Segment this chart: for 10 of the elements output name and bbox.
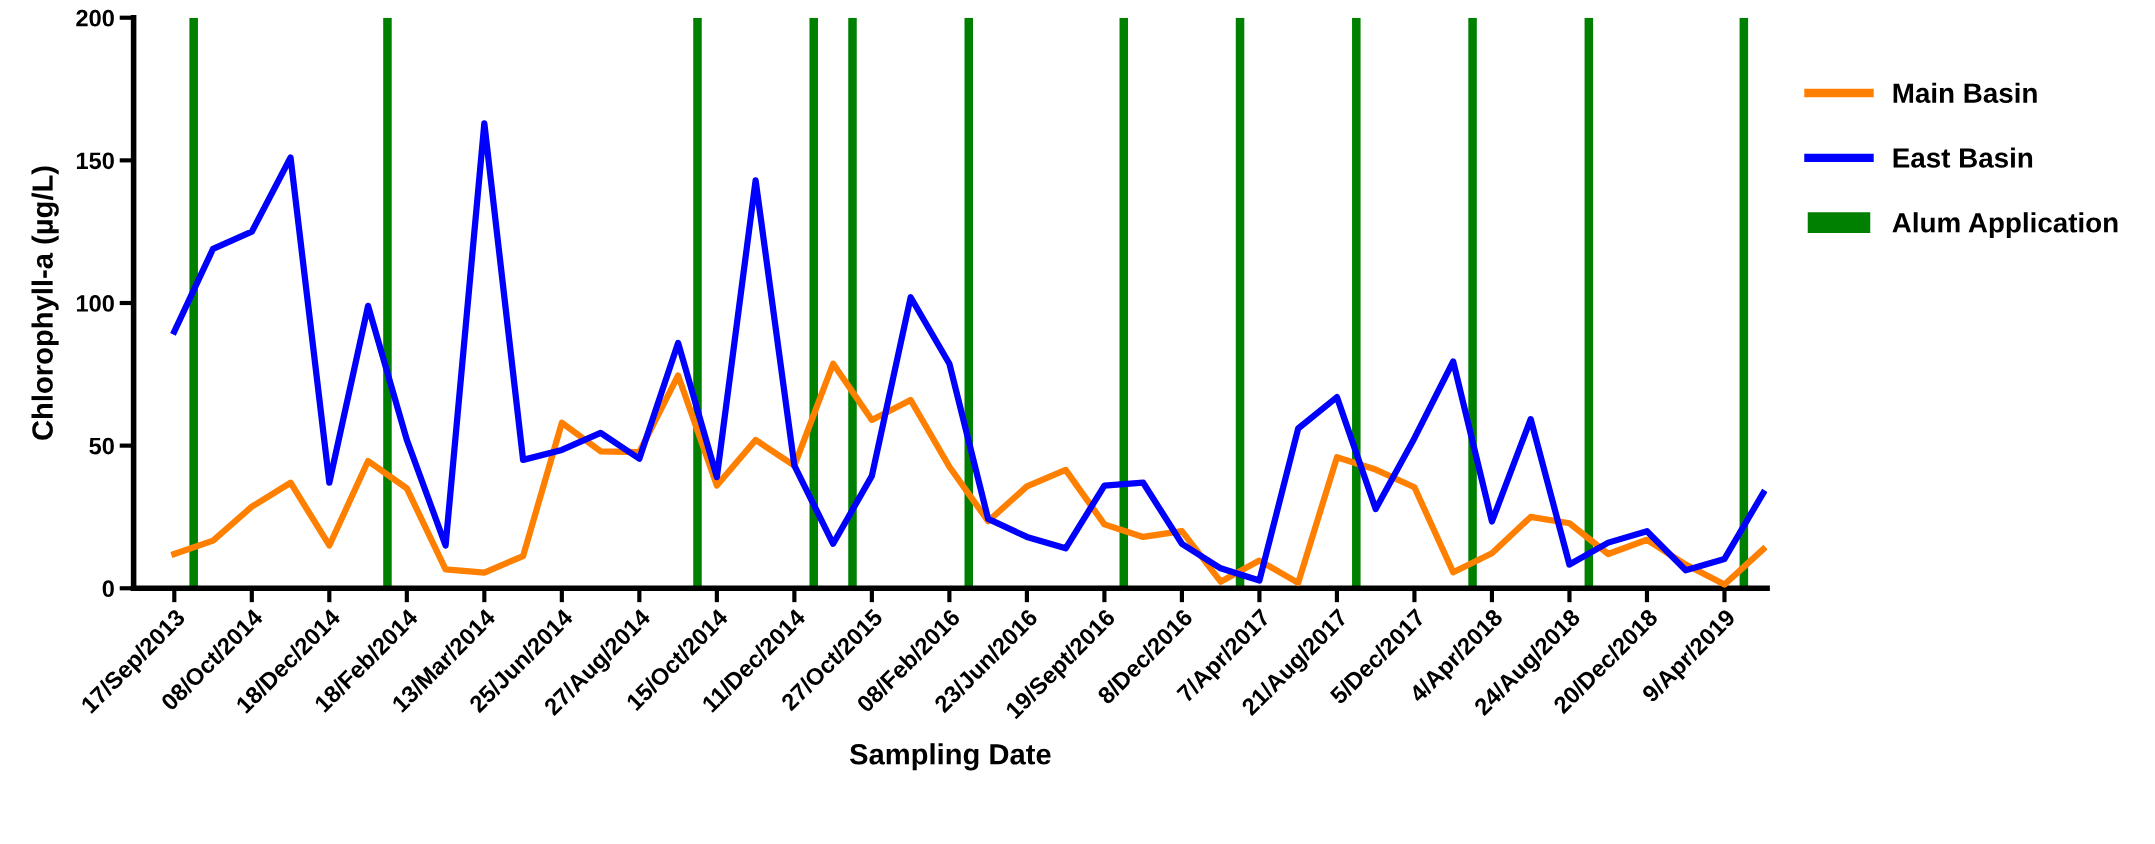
y-axis-title: Chlorophyll-a (µg/L) bbox=[31, 166, 59, 440]
y-tick-label: 100 bbox=[76, 295, 114, 312]
y-tick-label: 200 bbox=[76, 9, 114, 27]
y-tick-label: 50 bbox=[89, 437, 114, 455]
legend-label: Main Basin bbox=[1893, 82, 2037, 104]
y-tick-label: 0 bbox=[102, 580, 114, 598]
legend-label: Alum Application bbox=[1892, 212, 2118, 239]
x-axis-title: Sampling Date bbox=[849, 743, 1051, 771]
legend-label: East Basin bbox=[1893, 147, 2033, 168]
y-tick-label: 150 bbox=[76, 152, 114, 170]
